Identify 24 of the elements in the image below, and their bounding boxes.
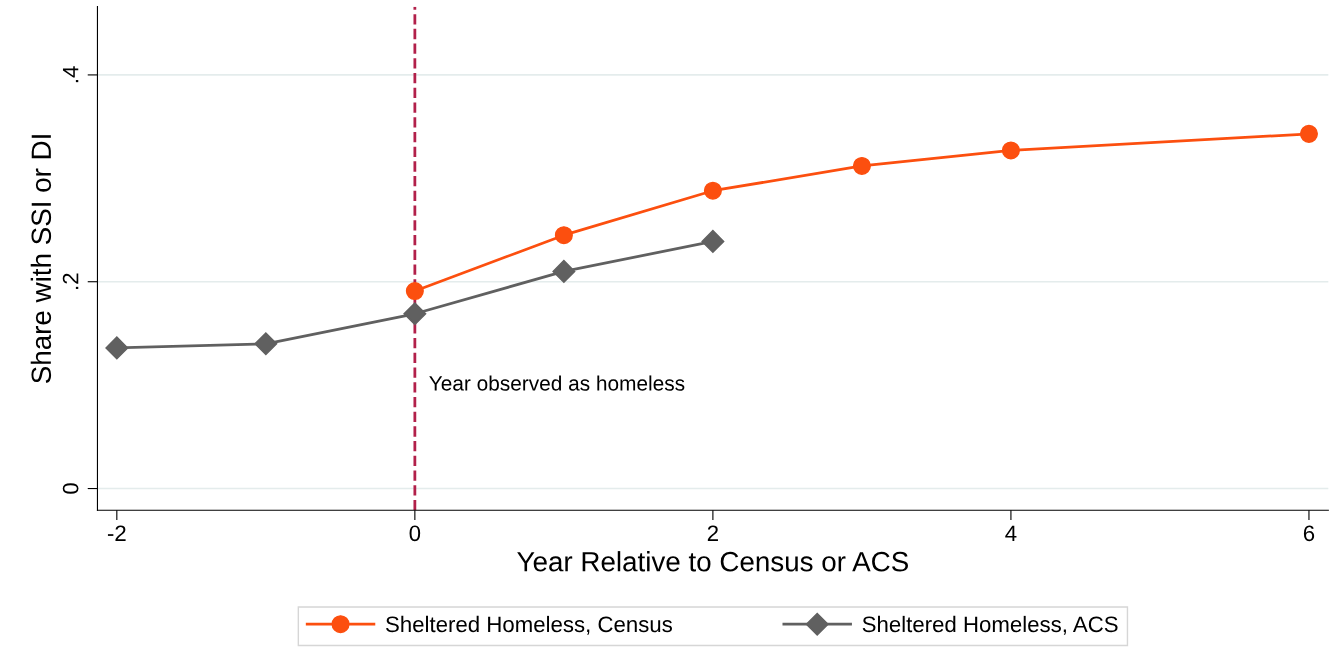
point (701, 229, 725, 253)
y-tick-label: .4 (62, 66, 79, 83)
x-tick-label: 0 (409, 525, 421, 542)
x-axis-title: Year Relative to Census or ACS (517, 551, 908, 572)
x-tick-label: 6 (1303, 525, 1315, 542)
point (554, 226, 573, 245)
y-tick-label: 0 (62, 483, 79, 494)
point (552, 259, 576, 283)
x-tick-label: 4 (1005, 525, 1017, 541)
point (403, 302, 427, 326)
x-tick-label: 2 (707, 525, 718, 541)
point (1299, 124, 1318, 143)
point (1001, 141, 1020, 160)
legend-label: Sheltered Homeless, Census (386, 615, 672, 635)
point (405, 282, 424, 301)
point (105, 336, 129, 360)
x-tick-label: -2 (107, 525, 126, 541)
point (254, 332, 278, 356)
y-axis-title: Share with SSI or DI (30, 135, 52, 384)
annotation: Year observed as homeless (429, 375, 685, 391)
point (703, 181, 722, 200)
y-tick-label: .2 (62, 273, 79, 289)
legend-label: Sheltered Homeless, ACS (862, 615, 1118, 635)
point (852, 156, 871, 175)
